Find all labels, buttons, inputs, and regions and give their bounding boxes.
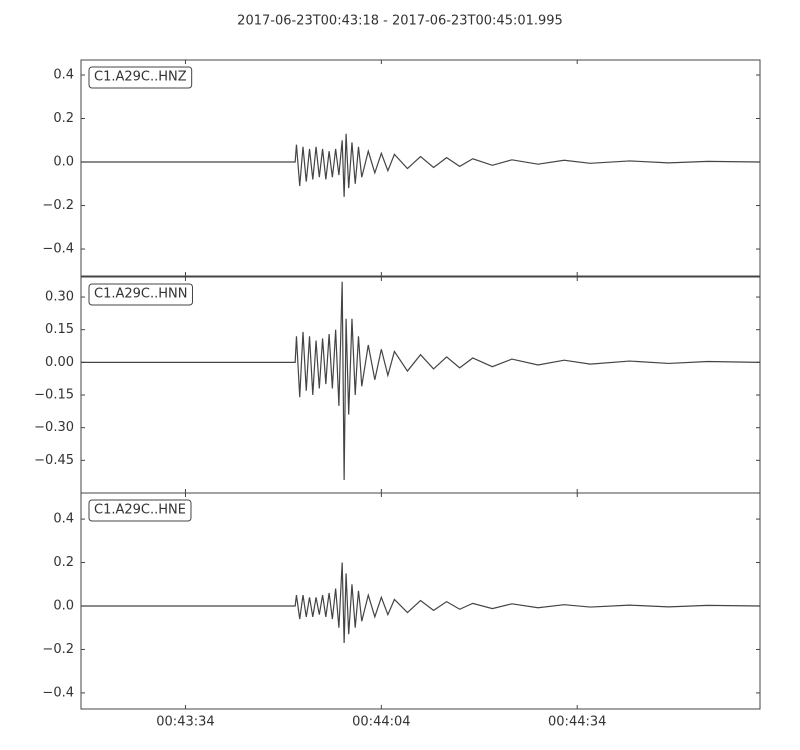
trace-line [81, 133, 761, 197]
y-tick-label: −0.4 [42, 685, 74, 700]
plot-frame [80, 59, 761, 277]
trace-label: C1.A29C..HNE [94, 503, 186, 518]
trace-label: C1.A29C..HNZ [94, 70, 187, 85]
trace-label-box [88, 283, 193, 306]
trace-line [81, 562, 761, 643]
trace-label-box [88, 66, 193, 89]
x-tick-label: 00:44:04 [352, 715, 410, 730]
trace-line [81, 281, 761, 480]
y-tick-label: 0.0 [53, 155, 74, 170]
plot-frame [80, 492, 761, 710]
y-tick-label: 0.30 [45, 290, 74, 305]
x-tick-label: 00:44:34 [548, 715, 606, 730]
y-tick-label: 0.15 [45, 322, 74, 337]
y-tick-label: 0.4 [53, 512, 74, 527]
y-tick-label: 0.00 [45, 355, 74, 370]
y-tick-label: −0.15 [34, 388, 74, 403]
x-tick-label: 00:43:34 [156, 715, 214, 730]
y-tick-label: −0.2 [42, 642, 74, 657]
y-tick-label: −0.2 [42, 198, 74, 213]
y-tick-label: 0.2 [53, 111, 74, 126]
chart-title: 2017-06-23T00:43:18 - 2017-06-23T00:45:0… [237, 14, 563, 29]
y-tick-label: −0.45 [34, 453, 74, 468]
y-tick-label: 0.0 [53, 598, 74, 613]
trace-label-box [88, 499, 192, 522]
y-tick-label: −0.30 [34, 420, 74, 435]
trace-label: C1.A29C..HNN [94, 287, 187, 302]
y-tick-label: −0.4 [42, 242, 74, 257]
y-tick-label: 0.4 [53, 68, 74, 83]
y-tick-label: 0.2 [53, 555, 74, 570]
